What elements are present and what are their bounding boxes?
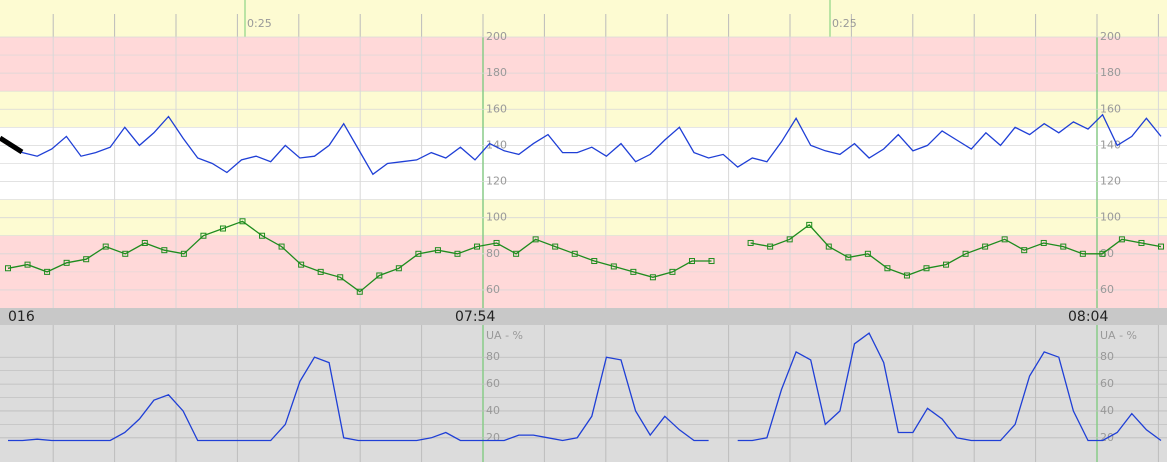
marker	[239, 218, 246, 225]
marker	[122, 250, 129, 257]
band	[0, 37, 1167, 92]
marker	[493, 239, 500, 246]
y-tick-label: 180	[486, 66, 507, 79]
marker	[747, 239, 754, 246]
marker	[982, 243, 989, 250]
y-tick-label: 20	[486, 431, 500, 444]
marker	[1099, 250, 1106, 257]
marker	[649, 274, 656, 281]
time-label: 08:04	[1068, 309, 1108, 325]
marker	[884, 265, 891, 272]
marker	[376, 272, 383, 279]
marker	[1138, 239, 1145, 246]
marker	[903, 272, 910, 279]
marker	[1021, 247, 1028, 254]
marker	[630, 268, 637, 275]
marker	[962, 250, 969, 257]
marker	[44, 268, 51, 275]
y-tick-label: 80	[486, 247, 500, 260]
trace	[7, 220, 1162, 293]
marker	[1001, 236, 1008, 243]
y-tick-label: 80	[1100, 350, 1114, 363]
marker	[864, 250, 871, 257]
y-tick-label: 160	[1100, 102, 1121, 115]
y-tick-label: 160	[486, 102, 507, 115]
marker	[259, 232, 266, 239]
marker	[1158, 243, 1164, 250]
axis-label: UA - %	[486, 329, 523, 342]
y-tick-label: 200	[486, 30, 507, 43]
marker	[219, 225, 226, 232]
trace	[7, 113, 1162, 176]
y-tick-label: 60	[486, 377, 500, 390]
y-tick-label: 60	[1100, 283, 1114, 296]
time-bar	[0, 308, 1167, 325]
marker	[825, 243, 832, 250]
top-strip	[0, 0, 1167, 37]
axis-label: UA - %	[1100, 329, 1137, 342]
marker	[923, 265, 930, 272]
marker	[278, 243, 285, 250]
strip-label: 0:25	[247, 17, 272, 30]
marker	[767, 243, 774, 250]
marker	[688, 258, 695, 265]
marker	[1118, 236, 1125, 243]
ua-panel	[0, 325, 1167, 462]
trace	[8, 332, 1162, 442]
y-tick-label: 60	[1100, 377, 1114, 390]
marker	[845, 254, 852, 261]
marker	[552, 243, 559, 250]
time-label: 07:54	[455, 309, 495, 325]
y-tick-label: 100	[1100, 211, 1121, 224]
marker	[395, 265, 402, 272]
y-tick-label: 40	[1100, 404, 1114, 417]
marker	[454, 250, 461, 257]
marker	[415, 250, 422, 257]
marker	[591, 258, 598, 265]
strip-label: 0:25	[832, 17, 857, 30]
y-tick-label: 80	[486, 350, 500, 363]
marker	[298, 261, 305, 268]
marker	[1040, 239, 1047, 246]
y-tick-label: 120	[486, 175, 507, 188]
y-tick-label: 60	[486, 283, 500, 296]
marker	[102, 243, 109, 250]
marker	[83, 256, 90, 263]
marker	[708, 258, 715, 265]
marker	[141, 239, 148, 246]
marker	[434, 247, 441, 254]
marker	[200, 232, 207, 239]
marker	[806, 221, 813, 228]
marker	[610, 263, 617, 270]
y-tick-label: 100	[486, 211, 507, 224]
y-tick-label: 40	[486, 404, 500, 417]
marker	[786, 236, 793, 243]
marker	[943, 261, 950, 268]
marker	[63, 259, 70, 266]
marker	[513, 250, 520, 257]
marker	[317, 268, 324, 275]
y-tick-label: 120	[1100, 175, 1121, 188]
y-tick-label: 200	[1100, 30, 1121, 43]
marker	[161, 247, 168, 254]
marker	[474, 243, 481, 250]
y-tick-label: 180	[1100, 66, 1121, 79]
marker	[24, 261, 31, 268]
marker	[669, 268, 676, 275]
time-label: 016	[8, 309, 35, 325]
pointer	[0, 135, 24, 155]
marker	[1079, 250, 1086, 257]
marker	[337, 274, 344, 281]
marker	[356, 288, 363, 295]
marker	[571, 250, 578, 257]
y-tick-label: 140	[486, 138, 507, 151]
marker	[5, 265, 11, 272]
marker	[532, 236, 539, 243]
marker	[1060, 243, 1067, 250]
marker	[180, 250, 187, 257]
y-tick-label: 20	[1100, 431, 1114, 444]
